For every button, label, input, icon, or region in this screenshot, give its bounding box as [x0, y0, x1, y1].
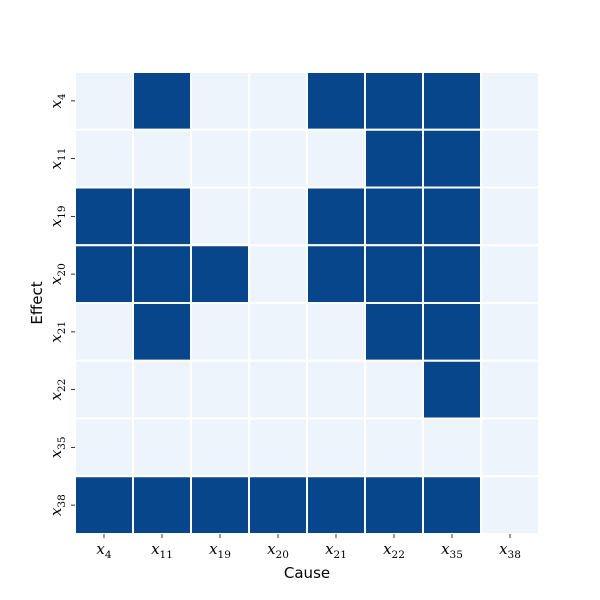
heatmap-cell	[364, 244, 424, 304]
heatmap-cell	[306, 417, 366, 478]
x-tick-label: x21	[325, 540, 347, 561]
y-tick-label: x11	[47, 148, 68, 170]
heatmap-cell	[480, 359, 540, 420]
x-axis-label: Cause	[284, 564, 330, 582]
heatmap-cell	[306, 302, 366, 362]
heatmap-cell	[132, 186, 192, 247]
x-tick-label: x38	[499, 540, 521, 561]
heatmap-cell	[74, 359, 134, 420]
heatmap-cell	[74, 71, 134, 131]
x-tick-label: x19	[209, 540, 231, 561]
heatmap-cells	[74, 71, 540, 535]
heatmap-cell	[132, 417, 192, 478]
heatmap-cell	[190, 244, 250, 304]
heatmap-cell	[364, 302, 424, 362]
heatmap-cell	[190, 475, 250, 535]
x-tick-label: x4	[96, 540, 111, 561]
heatmap-cell	[480, 417, 540, 478]
x-axis-ticks: x4 x11 x19 x20 x21 x22 x35 x38	[96, 534, 521, 561]
heatmap-cell	[306, 186, 366, 247]
heatmap-cell	[480, 302, 540, 362]
heatmap-cell	[422, 475, 482, 535]
heatmap-cell	[306, 71, 366, 131]
heatmap-cell	[190, 186, 250, 247]
heatmap-cell	[132, 302, 192, 362]
heatmap-cell	[306, 475, 366, 535]
heatmap-cell	[132, 359, 192, 420]
heatmap-cell	[422, 359, 482, 420]
heatmap-cell	[248, 128, 308, 189]
heatmap-cell	[190, 128, 250, 189]
heatmap-cell	[190, 302, 250, 362]
heatmap-cell	[132, 71, 192, 131]
heatmap-cell	[422, 417, 482, 478]
heatmap-cell	[364, 71, 424, 131]
heatmap-cell	[480, 186, 540, 247]
heatmap-cell	[422, 244, 482, 304]
heatmap-cell	[364, 128, 424, 189]
heatmap-cell	[480, 244, 540, 304]
heatmap-cell	[422, 302, 482, 362]
heatmap-cell	[480, 71, 540, 131]
x-tick-label: x11	[151, 540, 173, 561]
heatmap-cell	[248, 71, 308, 131]
x-tick-label: x20	[267, 540, 289, 561]
heatmap-cell	[190, 71, 250, 131]
heatmap-cell	[190, 359, 250, 420]
heatmap-cell	[480, 128, 540, 189]
heatmap-cell	[74, 417, 134, 478]
heatmap-cell	[248, 359, 308, 420]
heatmap-cell	[190, 417, 250, 478]
x-tick-label: x35	[441, 540, 463, 561]
y-tick-label: x20	[47, 263, 68, 285]
heatmap-cell	[248, 475, 308, 535]
heatmap-cell	[74, 475, 134, 535]
heatmap-cell	[306, 244, 366, 304]
heatmap-cell	[248, 186, 308, 247]
heatmap-cell	[364, 417, 424, 478]
heatmap-cell	[248, 302, 308, 362]
heatmap-cell	[364, 359, 424, 420]
y-tick-label: x22	[47, 379, 68, 401]
y-tick-label: x38	[47, 494, 68, 516]
y-tick-label: x35	[47, 436, 68, 458]
y-axis-label: Effect	[28, 281, 46, 324]
heatmap-cell	[74, 128, 134, 189]
heatmap-cell	[306, 359, 366, 420]
heatmap-cell	[306, 128, 366, 189]
heatmap-cell	[132, 244, 192, 304]
y-tick-label: x19	[47, 205, 68, 227]
heatmap-cell	[480, 475, 540, 535]
y-axis-ticks: x4 x11 x19 x20 x21 x22 x35 x38	[47, 93, 75, 516]
heatmap-cell	[364, 475, 424, 535]
heatmap-cell	[132, 475, 192, 535]
heatmap-cell	[132, 128, 192, 189]
heatmap-cell	[74, 244, 134, 304]
heatmap-cell	[248, 244, 308, 304]
heatmap-cell	[364, 186, 424, 247]
heatmap-cell	[422, 71, 482, 131]
heatmap-cell	[74, 302, 134, 362]
heatmap-cell	[422, 128, 482, 189]
heatmap-cell	[74, 186, 134, 247]
y-tick-label: x4	[47, 93, 68, 108]
x-tick-label: x22	[383, 540, 405, 561]
heatmap-cell	[422, 186, 482, 247]
heatmap-cell	[248, 417, 308, 478]
y-tick-label: x21	[47, 321, 68, 343]
